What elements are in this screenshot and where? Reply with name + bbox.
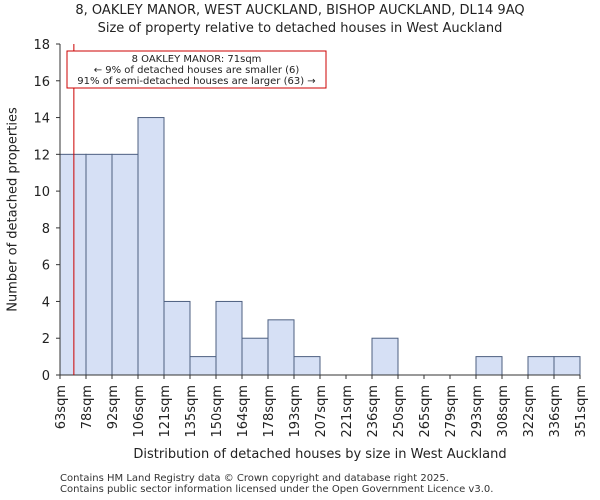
y-tick-label: 4 [42,295,50,310]
x-tick-label: 293sqm [470,385,485,438]
bar-78sqm [85,153,113,376]
footer: Contains HM Land Registry data © Crown c… [60,473,493,495]
x-ticks: 63sqm 78sqm 92sqm 106sqm 121sqm 135sqm 150sqm 1… [54,375,589,438]
bars-layer [59,117,581,376]
x-tick-label: 63sqm [54,385,69,429]
x-tick-label: 279sqm [444,385,459,438]
bar-63sqm [59,153,87,376]
x-tick-label: 164sqm [236,385,251,438]
annotation-line-2: ← 9% of detached houses are smaller (6) [94,65,300,76]
x-tick-label: 92sqm [106,385,121,429]
bar-193sqm [293,356,321,376]
y-tick-label: 6 [42,259,50,274]
x-axis-title: Distribution of detached houses by size … [133,447,506,462]
chart-title-block: 8, OAKLEY MANOR, WEST AUCKLAND, BISHOP A… [0,2,600,38]
bar-92sqm [111,153,139,376]
x-tick-label: 150sqm [210,385,225,438]
y-axis-title: Number of detached properties [6,107,21,312]
chart-title: 8, OAKLEY MANOR, WEST AUCKLAND, BISHOP A… [75,3,525,18]
x-tick-label: 178sqm [262,385,277,438]
y-tick-label: 0 [42,369,50,384]
bar-336sqm [553,356,581,376]
x-tick-label: 121sqm [158,385,173,438]
x-tick-label: 308sqm [496,385,511,438]
y-ticks: 0 2 4 6 8 10 12 14 16 18 [33,38,60,384]
y-tick-label: 8 [42,222,50,237]
property-annotation: 8 OAKLEY MANOR: 71sqm ← 9% of detached h… [66,50,327,89]
bar-178sqm [267,319,295,376]
bar-322sqm [527,356,555,376]
annotation-line-3: 91% of semi-detached houses are larger (… [77,76,315,87]
x-tick-label: 250sqm [392,385,407,438]
y-tick-label: 10 [33,185,50,200]
y-tick-label: 12 [33,148,50,163]
y-tick-label: 2 [42,332,50,347]
bar-121sqm [163,300,191,376]
x-tick-label: 336sqm [548,385,563,438]
x-tick-label: 106sqm [132,385,147,438]
bar-164sqm [241,337,269,376]
x-tick-label: 236sqm [366,385,381,438]
x-tick-label: 351sqm [574,385,589,438]
y-tick-label: 14 [33,112,50,127]
bar-135sqm [189,356,217,376]
x-tick-label: 322sqm [522,385,537,438]
bar-293sqm [475,356,503,376]
x-tick-label: 207sqm [314,385,329,438]
chart-subtitle: Size of property relative to detached ho… [97,21,503,36]
bar-236sqm [371,337,399,376]
annotation-line-1: 8 OAKLEY MANOR: 71sqm [132,54,262,65]
x-tick-label: 135sqm [184,385,199,438]
x-tick-label: 221sqm [340,385,355,438]
y-tick-label: 16 [33,75,50,90]
x-tick-label: 78sqm [80,385,95,429]
bar-106sqm [137,117,165,376]
y-tick-label: 18 [33,38,50,53]
footer-line-1: Contains HM Land Registry data © Crown c… [60,473,449,484]
x-tick-label: 265sqm [418,385,433,438]
footer-line-2: Contains public sector information licen… [60,484,494,495]
x-tick-label: 193sqm [288,385,303,438]
annotation-box [66,50,327,89]
bar-150sqm [215,300,243,376]
